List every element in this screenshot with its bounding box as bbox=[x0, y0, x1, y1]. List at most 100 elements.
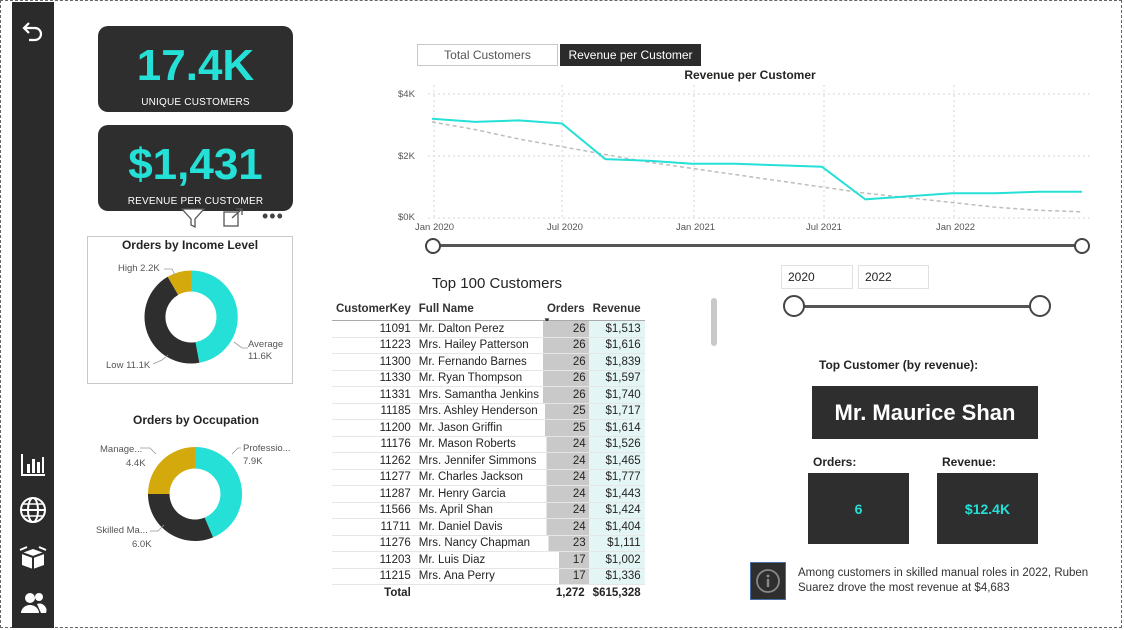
tab-revenue-per-customer[interactable]: Revenue per Customer bbox=[560, 44, 701, 66]
date-slider-start-handle[interactable] bbox=[783, 295, 805, 317]
kpi-card-revenue-per-customer: $1,431 REVENUE PER CUSTOMER bbox=[98, 125, 293, 211]
cell-full-name: Mr. Henry Garcia bbox=[414, 485, 543, 503]
total-revenue: $615,328 bbox=[588, 584, 645, 601]
table-row[interactable]: 11300 Mr. Fernando Barnes 26 $1,839 bbox=[332, 353, 645, 371]
table-total-row: Total 1,272 $615,328 bbox=[332, 584, 645, 601]
table-row[interactable]: 11200 Mr. Jason Griffin 25 $1,614 bbox=[332, 419, 645, 437]
cell-customer-key: 11200 bbox=[332, 419, 415, 437]
donut-slice-high bbox=[167, 270, 191, 295]
table-row[interactable]: 11711 Mr. Daniel Davis 24 $1,404 bbox=[332, 518, 645, 536]
table-row[interactable]: 11215 Mrs. Ana Perry 17 $1,336 bbox=[332, 568, 645, 585]
column-header-orders-label: Orders bbox=[546, 303, 585, 315]
table-row[interactable]: 11277 Mr. Charles Jackson 24 $1,777 bbox=[332, 469, 645, 486]
info-icon[interactable] bbox=[750, 562, 786, 600]
timeline-slider-end-handle[interactable] bbox=[1074, 238, 1090, 254]
date-start-input[interactable]: 2020 bbox=[781, 265, 853, 289]
cell-customer-key: 11176 bbox=[332, 436, 415, 453]
income-chart-card bbox=[87, 236, 293, 384]
total-spacer bbox=[414, 584, 543, 601]
back-arrow-icon[interactable] bbox=[16, 16, 50, 46]
column-header-name[interactable]: Full Name bbox=[414, 298, 543, 321]
box-icon[interactable] bbox=[16, 543, 50, 573]
cell-orders-value: 25 bbox=[572, 421, 586, 434]
kpi-card-unique-customers: 17.4K UNIQUE CUSTOMERS bbox=[98, 26, 293, 112]
cell-orders: 17 bbox=[542, 551, 589, 569]
date-slider-end-handle[interactable] bbox=[1029, 295, 1051, 317]
cell-customer-key: 11330 bbox=[332, 370, 415, 387]
tab-total-customers[interactable]: Total Customers bbox=[417, 44, 558, 66]
cell-revenue: $1,740 bbox=[588, 386, 645, 404]
cell-orders-value: 24 bbox=[572, 471, 586, 484]
cell-orders-value: 17 bbox=[572, 570, 586, 583]
cell-orders: 24 bbox=[542, 469, 589, 486]
column-header-revenue[interactable]: Revenue bbox=[588, 298, 645, 321]
table-row[interactable]: 11185 Mrs. Ashley Henderson 25 $1,717 bbox=[332, 403, 645, 420]
cell-full-name: Mr. Dalton Perez bbox=[414, 320, 543, 338]
column-header-orders[interactable]: Orders▼ bbox=[542, 298, 589, 325]
timeline-slider-start-handle[interactable] bbox=[425, 238, 441, 254]
x-tick-label: Jan 2022 bbox=[936, 222, 976, 233]
table-scrollbar[interactable] bbox=[711, 298, 717, 346]
cell-customer-key: 11262 bbox=[332, 452, 415, 470]
donut-slice-skilled-manual bbox=[148, 494, 214, 542]
users-icon[interactable] bbox=[16, 588, 50, 618]
cell-orders: 24 bbox=[542, 518, 589, 536]
date-end-input[interactable]: 2022 bbox=[858, 265, 929, 289]
timeline-slider-track[interactable] bbox=[432, 244, 1082, 247]
cell-orders-value: 26 bbox=[572, 388, 586, 401]
y-tick-label: $4K bbox=[398, 89, 415, 100]
filter-icon[interactable] bbox=[180, 207, 206, 234]
kpi-value: 17.4K bbox=[136, 41, 255, 90]
cell-orders: 24 bbox=[542, 485, 589, 503]
table-row[interactable]: 11091 Mr. Dalton Perez 26 $1,513 bbox=[332, 320, 645, 338]
cell-revenue: $1,111 bbox=[588, 535, 645, 552]
cell-orders-value: 17 bbox=[572, 553, 586, 566]
cell-orders-value: 26 bbox=[572, 372, 586, 385]
top-customer-orders-value: 6 bbox=[808, 473, 909, 544]
series-line-revenue bbox=[431, 117, 1082, 201]
occupation-chart-title: Orders by Occupation bbox=[132, 413, 260, 427]
cell-customer-key: 11203 bbox=[332, 551, 415, 569]
income-label-average: Average bbox=[248, 339, 284, 350]
top-customers-table: CustomerKey Full Name Orders▼ Revenue 11… bbox=[332, 298, 645, 601]
income-label-low: Low 11.1K bbox=[106, 360, 151, 371]
cell-revenue: $1,777 bbox=[588, 469, 645, 486]
more-options-icon[interactable]: ••• bbox=[262, 206, 284, 226]
cell-revenue: $1,526 bbox=[588, 436, 645, 453]
table-row[interactable]: 11262 Mrs. Jennifer Simmons 24 $1,465 bbox=[332, 452, 645, 470]
income-donut-chart bbox=[144, 268, 248, 365]
table-row[interactable]: 11223 Mrs. Hailey Patterson 26 $1,616 bbox=[332, 337, 645, 354]
table-row[interactable]: 11287 Mr. Henry Garcia 24 $1,443 bbox=[332, 485, 645, 503]
occupation-label-professional-value: 7.9K bbox=[243, 456, 263, 467]
cell-orders-value: 26 bbox=[572, 355, 586, 368]
table-row[interactable]: 11330 Mr. Ryan Thompson 26 $1,597 bbox=[332, 370, 645, 387]
expand-icon[interactable] bbox=[222, 208, 244, 233]
column-header-key[interactable]: CustomerKey bbox=[332, 298, 415, 321]
x-tick-label: Jan 2020 bbox=[415, 222, 455, 233]
table-row[interactable]: 11203 Mr. Luis Diaz 17 $1,002 bbox=[332, 551, 645, 569]
table-row[interactable]: 11331 Mrs. Samantha Jenkins 26 $1,740 bbox=[332, 386, 645, 404]
occupation-label-skilled: Skilled Ma... bbox=[96, 525, 148, 536]
cell-orders: 25 bbox=[542, 403, 589, 420]
nav-sidebar bbox=[12, 2, 54, 628]
cell-customer-key: 11331 bbox=[332, 386, 415, 404]
table-row[interactable]: 11276 Mrs. Nancy Chapman 23 $1,111 bbox=[332, 535, 645, 552]
date-slider-track[interactable] bbox=[794, 305, 1040, 308]
cell-full-name: Mrs. Jennifer Simmons bbox=[414, 452, 543, 470]
top-customer-revenue-label: Revenue: bbox=[942, 455, 997, 469]
table-row[interactable]: 11176 Mr. Mason Roberts 24 $1,526 bbox=[332, 436, 645, 453]
cell-revenue: $1,465 bbox=[588, 452, 645, 470]
cell-full-name: Mrs. Samantha Jenkins bbox=[414, 386, 543, 404]
cell-full-name: Mr. Mason Roberts bbox=[414, 436, 543, 453]
cell-orders: 24 bbox=[542, 502, 589, 519]
cell-full-name: Mrs. Ashley Henderson bbox=[414, 403, 543, 420]
cell-full-name: Ms. April Shan bbox=[414, 502, 543, 519]
table-row[interactable]: 11566 Ms. April Shan 24 $1,424 bbox=[332, 502, 645, 519]
globe-icon[interactable] bbox=[16, 495, 50, 525]
cell-customer-key: 11091 bbox=[332, 320, 415, 338]
cell-full-name: Mrs. Ana Perry bbox=[414, 568, 543, 585]
occupation-label-management: Manage... bbox=[100, 444, 143, 455]
top-customer-name: Mr. Maurice Shan bbox=[812, 386, 1038, 439]
bar-chart-icon[interactable] bbox=[16, 450, 50, 480]
cell-full-name: Mr. Fernando Barnes bbox=[414, 353, 543, 371]
